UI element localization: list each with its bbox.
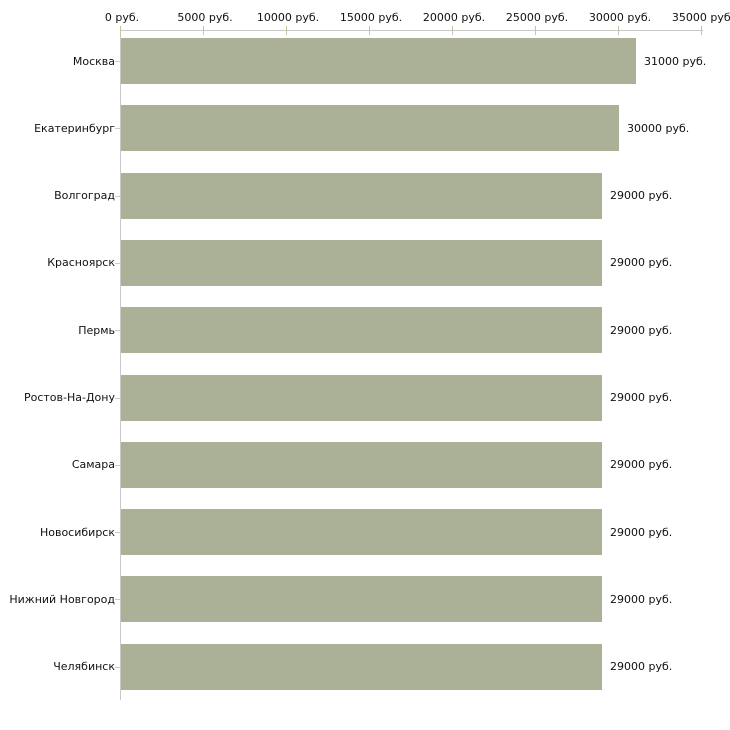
- bar: [121, 576, 602, 623]
- x-axis-tick-label: 30000 руб.: [588, 11, 652, 24]
- bar-row: Москва 31000 руб.: [0, 38, 730, 84]
- x-axis-tick-label: 20000 руб.: [422, 11, 486, 24]
- bar: [121, 172, 602, 219]
- value-label: 31000 руб.: [644, 54, 707, 68]
- value-label: 30000 руб.: [627, 121, 690, 135]
- x-axis-tick-label: 5000 руб.: [177, 11, 233, 24]
- bar: [121, 38, 636, 84]
- bar-row: Новосибирск 29000 руб.: [0, 509, 730, 556]
- bar: [121, 509, 602, 556]
- value-label: 29000 руб.: [610, 660, 673, 674]
- x-axis-tick: [452, 26, 453, 35]
- bar: [121, 374, 602, 421]
- bar-row: Нижний Новгород 29000 руб.: [0, 576, 730, 623]
- value-label: 29000 руб.: [610, 592, 673, 606]
- category-label: Москва: [72, 54, 115, 68]
- category-tick: [115, 464, 120, 466]
- x-axis-tick: [535, 26, 536, 35]
- bar: [121, 643, 602, 690]
- bar-row: Ростов-На-Дону 29000 руб.: [0, 374, 730, 421]
- category-tick: [115, 397, 120, 399]
- x-axis-tick-label: 25000 руб.: [505, 11, 569, 24]
- category-tick: [115, 330, 120, 332]
- x-axis-tick-label: 0 руб.: [104, 11, 140, 24]
- x-axis-tick-label: 10000 руб.: [256, 11, 320, 24]
- bar: [121, 105, 619, 152]
- category-label: Екатеринбург: [34, 121, 115, 135]
- category-tick: [115, 262, 120, 264]
- category-label: Самара: [71, 458, 115, 472]
- x-axis-tick: [369, 26, 370, 35]
- bar-row: Самара 29000 руб.: [0, 441, 730, 488]
- value-label: 29000 руб.: [610, 525, 673, 539]
- value-label: 29000 руб.: [610, 391, 673, 404]
- category-tick: [115, 61, 120, 62]
- bar: [121, 307, 602, 354]
- bar: [121, 239, 602, 286]
- bar-row: Волгоград 29000 руб.: [0, 172, 730, 219]
- y-axis-line: [120, 30, 121, 700]
- category-label: Пермь: [78, 323, 115, 337]
- x-axis-tick: [701, 26, 702, 35]
- x-axis-tick: [286, 26, 287, 35]
- category-label: Волгоград: [54, 189, 115, 203]
- x-axis-tick-label: 35000 руб.: [671, 11, 730, 24]
- category-tick: [115, 599, 120, 601]
- category-label: Челябинск: [53, 660, 115, 674]
- category-tick: [115, 128, 120, 130]
- x-axis-tick: [203, 26, 204, 35]
- bar-row: Красноярск 29000 руб.: [0, 239, 730, 286]
- bar: [121, 441, 602, 488]
- value-label: 29000 руб.: [610, 189, 673, 203]
- category-tick: [115, 666, 120, 668]
- x-axis-tick: [618, 26, 619, 35]
- category-label: Ростов-На-Дону: [23, 391, 115, 404]
- bar-row: Челябинск 29000 руб.: [0, 643, 730, 690]
- x-axis-tick: [120, 26, 121, 35]
- x-axis-line: [120, 30, 703, 31]
- value-label: 29000 руб.: [610, 323, 673, 337]
- bar-row: Екатеринбург 30000 руб.: [0, 105, 730, 152]
- value-label: 29000 руб.: [610, 256, 673, 270]
- x-axis-tick-label: 15000 руб.: [339, 11, 403, 24]
- category-label: Нижний Новгород: [9, 592, 115, 606]
- value-label: 29000 руб.: [610, 458, 673, 472]
- bar-row: Пермь 29000 руб.: [0, 307, 730, 354]
- category-tick: [115, 532, 120, 534]
- category-label: Красноярск: [47, 256, 115, 270]
- category-label: Новосибирск: [39, 525, 115, 539]
- category-tick: [115, 195, 120, 197]
